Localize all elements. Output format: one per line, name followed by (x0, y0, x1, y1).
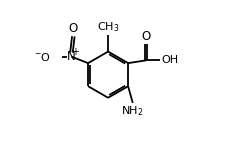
Text: OH: OH (162, 55, 179, 65)
Text: CH$_3$: CH$_3$ (97, 20, 119, 34)
Text: O: O (142, 30, 151, 43)
Text: NH$_2$: NH$_2$ (121, 104, 144, 118)
Text: N: N (67, 50, 76, 63)
Text: +: + (71, 47, 79, 57)
Text: $^{-}$O: $^{-}$O (34, 51, 51, 63)
Text: O: O (69, 22, 78, 35)
